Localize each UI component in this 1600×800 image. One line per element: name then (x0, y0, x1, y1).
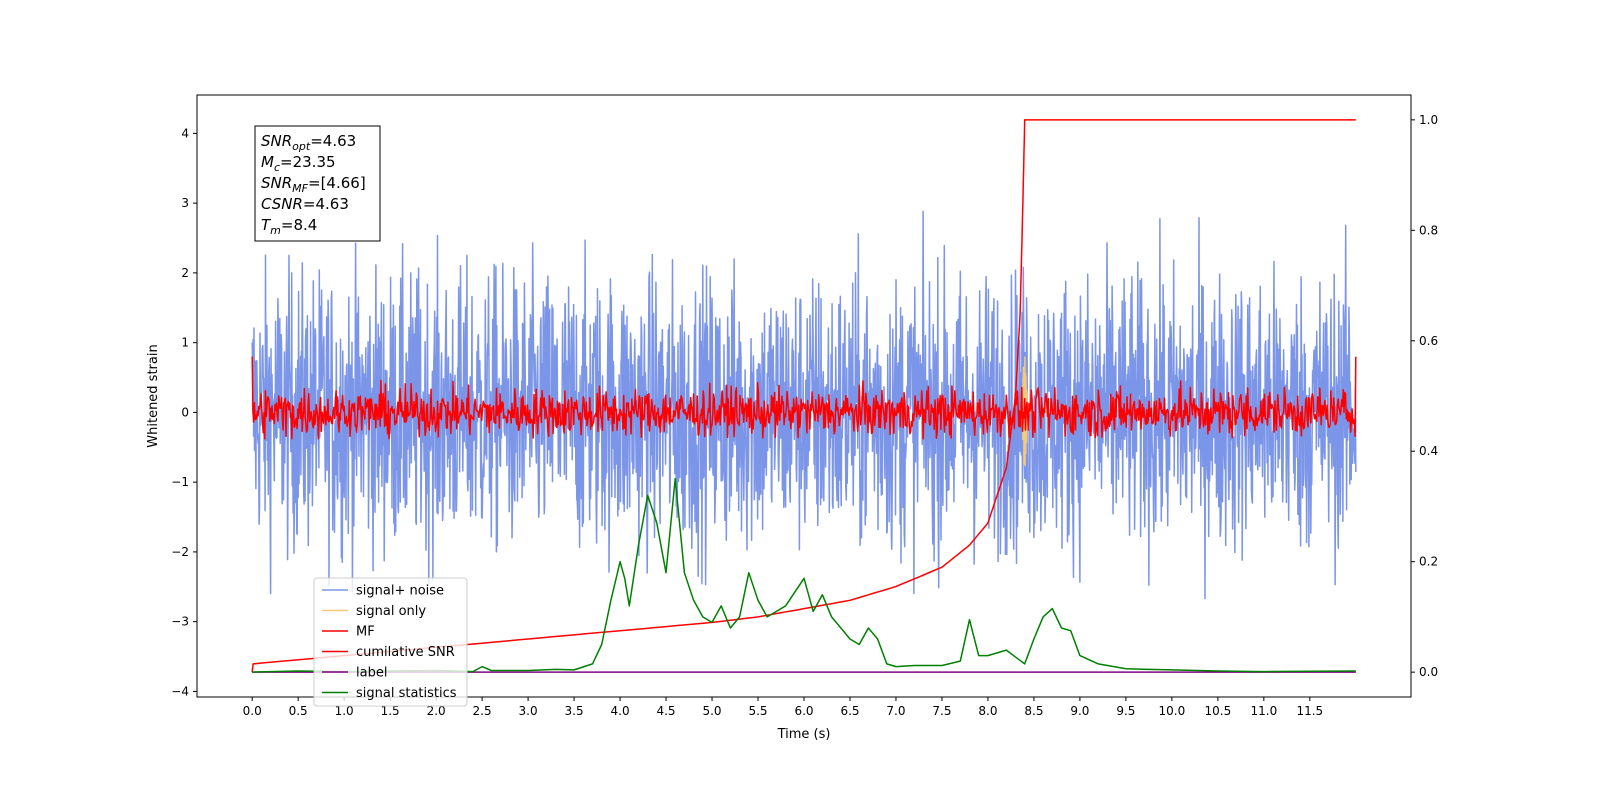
x-tick-label: 10.0 (1159, 704, 1186, 718)
y-axis-label: Whitened strain (146, 344, 161, 447)
y2-tick-label: 1.0 (1419, 113, 1438, 127)
y-tick-label: 3 (181, 196, 189, 210)
legend-label: label (356, 666, 387, 681)
x-axis: 0.0 0.5 1.0 1.5 2.0 2.5 3.0 3.5 4.0 4.5 5.0 5.5 6.0 6… (243, 697, 1323, 718)
x-tick-label: 11.5 (1296, 704, 1323, 718)
x-tick-label: 8.0 (978, 704, 997, 718)
y-tick-label: 4 (181, 126, 189, 140)
y-tick-label: −1 (171, 475, 189, 489)
legend-label: MF (356, 625, 375, 640)
x-tick-label: 5.5 (748, 704, 767, 718)
x-tick-label: 9.0 (1070, 704, 1089, 718)
y-tick-label: 2 (181, 266, 189, 280)
x-tick-label: 6.5 (840, 704, 859, 718)
series-signal-statistics (252, 478, 1356, 673)
x-tick-label: 5.0 (702, 704, 721, 718)
legend-frame (313, 577, 468, 707)
legend-label: signal statistics (356, 686, 457, 701)
y-tick-label: 0 (181, 405, 189, 419)
y2-tick-label: 0.4 (1419, 444, 1438, 458)
info-box-frame (254, 125, 381, 242)
info-subscript: c (274, 161, 280, 174)
info-symbol: T (261, 216, 272, 234)
info-value: =4.63 (303, 195, 349, 213)
x-tick-label: 0.5 (289, 704, 308, 718)
y-tick-label: −3 (171, 615, 189, 629)
info-line: SNRopt=4.63 (261, 132, 356, 153)
y-tick-label: −2 (171, 545, 189, 559)
x-tick-label: 8.5 (1024, 704, 1043, 718)
x-tick-label: 7.5 (932, 704, 951, 718)
info-value: =8.4 (281, 216, 317, 234)
x-tick-label: 1.5 (381, 704, 400, 718)
x-tick-label: 1.0 (335, 704, 354, 718)
x-tick-label: 2.0 (427, 704, 446, 718)
info-line: CSNR=4.63 (261, 195, 349, 213)
info-symbol: SNR (261, 174, 292, 192)
y2-tick-label: 0.8 (1419, 223, 1438, 237)
x-tick-label: 0.0 (243, 704, 262, 718)
x-tick-label: 11.0 (1250, 704, 1277, 718)
legend-label: cumilative SNR (356, 645, 455, 660)
series-mf (251, 356, 1357, 440)
info-subscript: MF (292, 182, 308, 195)
legend-label: signal+ noise (356, 584, 444, 599)
y2-tick-label: 0.0 (1419, 665, 1438, 679)
info-value: =4.63 (310, 132, 356, 150)
y-axis-right: 1.0 0.8 0.6 0.4 0.2 0.0 (1411, 113, 1438, 679)
info-box: SNRopt=4.63Mc=23.35SNRMF=[4.66]CSNR=4.63… (254, 125, 381, 242)
info-value: =23.35 (280, 153, 336, 171)
x-tick-label: 9.5 (1116, 704, 1135, 718)
y-tick-label: −4 (171, 684, 189, 698)
info-symbol: CSNR (261, 195, 303, 213)
info-line: Tm=8.4 (261, 216, 317, 237)
x-tick-label: 4.5 (656, 704, 675, 718)
legend-label: signal only (356, 604, 426, 619)
info-subscript: opt (292, 140, 311, 153)
x-tick-label: 6.0 (794, 704, 813, 718)
info-symbol: SNR (261, 132, 292, 150)
y2-tick-label: 0.2 (1419, 555, 1438, 569)
legend: signal+ noise signal only MF cumilative SNR… (313, 577, 468, 707)
info-symbol: M (261, 153, 274, 171)
info-line: Mc=23.35 (261, 153, 336, 174)
x-tick-label: 3.0 (519, 704, 538, 718)
x-tick-label: 2.5 (473, 704, 492, 718)
info-line: SNRMF=[4.66] (261, 174, 366, 195)
y2-tick-label: 0.6 (1419, 334, 1438, 348)
x-tick-label: 10.5 (1205, 704, 1232, 718)
x-tick-label: 3.5 (565, 704, 584, 718)
y-tick-label: 1 (181, 336, 189, 350)
y-axis-left: 4 3 2 1 0 −1 −2 −3 −4 (171, 126, 197, 698)
x-tick-label: 4.0 (611, 704, 630, 718)
x-axis-label: Time (s) (777, 727, 831, 742)
x-tick-label: 7.0 (886, 704, 905, 718)
info-subscript: m (270, 224, 281, 237)
info-value: =[4.66] (308, 174, 366, 192)
